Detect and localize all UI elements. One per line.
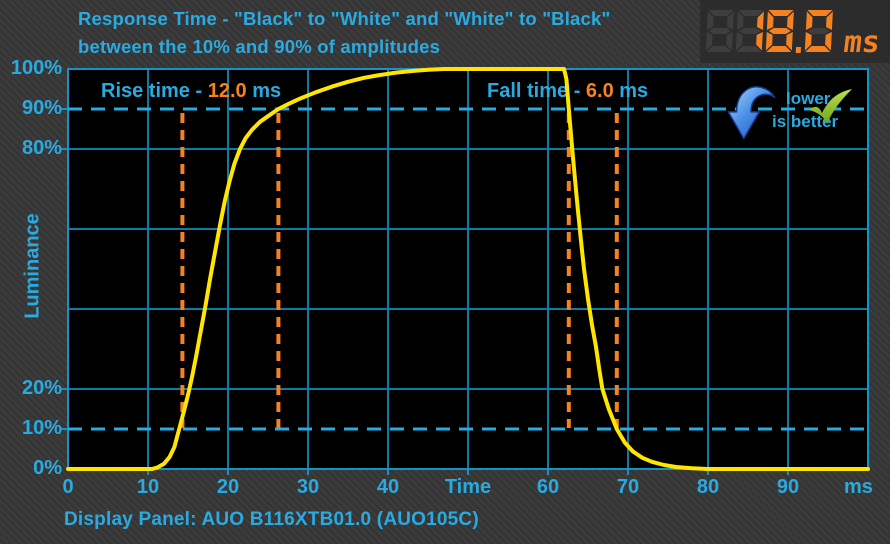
segment-lit <box>787 11 794 30</box>
chart-title-line2: between the 10% and 90% of amplitudes <box>78 36 441 57</box>
segment-lit <box>766 11 774 30</box>
segment-lit <box>786 32 793 51</box>
segment-ghost <box>738 28 761 34</box>
segment-lit <box>807 10 833 16</box>
segment-lit <box>768 28 791 34</box>
display-unit-label: ms <box>842 25 882 60</box>
seven-segment-digits: ms <box>705 10 882 60</box>
segment-ghost <box>708 28 731 34</box>
segment-lit <box>804 32 812 51</box>
segment-ghost <box>706 11 714 30</box>
segment-ghost <box>736 46 762 52</box>
segment-ghost <box>738 10 764 16</box>
segment-lit <box>757 11 764 30</box>
segment-lit <box>826 11 833 30</box>
segment-lit <box>766 46 792 52</box>
segment-lit <box>768 10 794 16</box>
segment-ghost <box>727 11 734 30</box>
segment-lit <box>765 32 773 51</box>
segment-lit <box>805 46 831 52</box>
segment-ghost <box>705 32 713 51</box>
segment-ghost <box>706 46 732 52</box>
seven-segment-display: ms <box>705 10 882 60</box>
segment-lit <box>756 32 763 51</box>
segment-lit <box>805 11 813 30</box>
chart-title: Response Time - "Black" to "White" and "… <box>78 5 611 61</box>
segment-ghost <box>708 10 734 16</box>
segment-ghost <box>735 32 743 51</box>
chart-title-line1: Response Time - "Black" to "White" and "… <box>78 8 611 29</box>
segment-lit <box>825 32 832 51</box>
total-response-time-display: ms <box>700 0 890 63</box>
segment-ghost <box>736 11 744 30</box>
segment-ghost <box>726 32 733 51</box>
decimal-point <box>795 47 802 53</box>
segment-ghost <box>807 28 830 34</box>
